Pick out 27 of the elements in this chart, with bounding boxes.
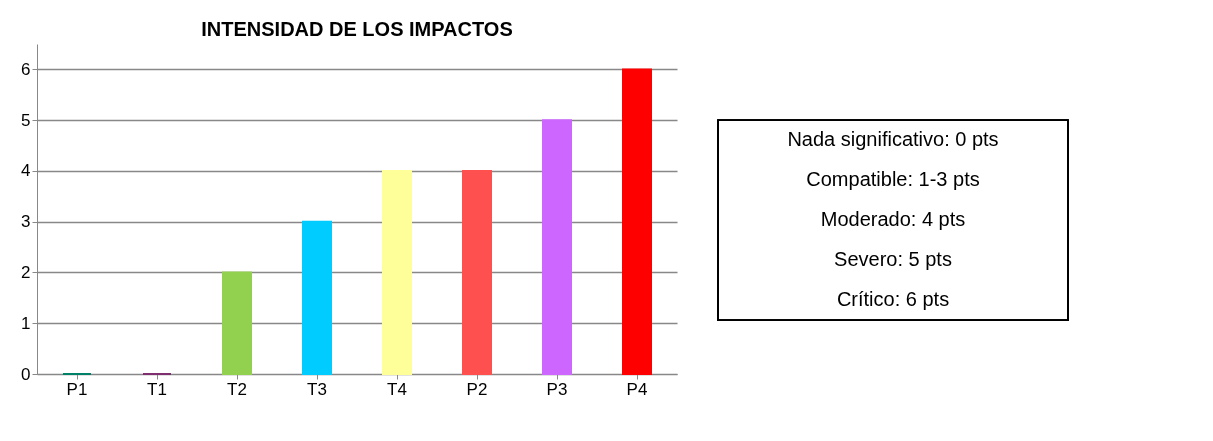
bar bbox=[542, 119, 572, 375]
bar bbox=[222, 271, 252, 375]
y-tick-label: 4 bbox=[21, 161, 31, 181]
text: Crítico: 6 pts bbox=[836, 288, 950, 311]
x-tick-label: P1 bbox=[66, 379, 88, 399]
y-tick-label: 6 bbox=[21, 59, 31, 79]
x-tick-label: T2 bbox=[227, 379, 247, 399]
y-tick-label: 0 bbox=[21, 364, 31, 384]
bar bbox=[622, 68, 652, 375]
x-tick-label: T4 bbox=[387, 379, 407, 399]
x-tick-label: P3 bbox=[546, 379, 568, 399]
text: Severo: 5 pts bbox=[834, 248, 952, 271]
bar bbox=[302, 220, 332, 375]
bar bbox=[462, 169, 492, 375]
x-tick-label: T3 bbox=[307, 379, 327, 399]
text: Nada significativo: 0 pts bbox=[787, 128, 999, 151]
y-tick-label: 5 bbox=[21, 110, 31, 130]
y-tick-label: 3 bbox=[21, 212, 31, 232]
y-tick-label: 1 bbox=[21, 313, 31, 333]
text: Moderado: 4 pts bbox=[820, 208, 966, 231]
x-tick-label: P2 bbox=[466, 379, 488, 399]
y-tick-label: 2 bbox=[21, 262, 31, 282]
bar bbox=[382, 169, 412, 375]
x-tick-label: P4 bbox=[626, 379, 648, 399]
chart-title: INTENSIDAD DE LOS IMPACTOS bbox=[201, 18, 513, 40]
text: Compatible: 1-3 pts bbox=[806, 168, 980, 191]
x-tick-label: T1 bbox=[147, 379, 167, 399]
